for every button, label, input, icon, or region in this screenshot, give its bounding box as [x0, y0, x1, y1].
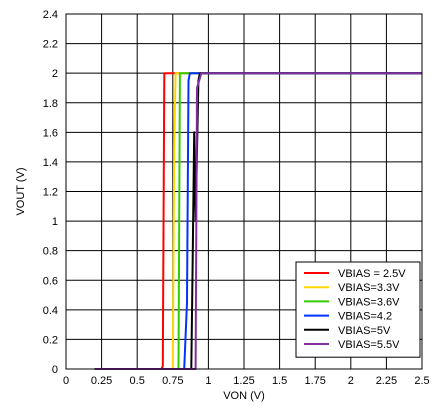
y-tick-label: 0.6: [43, 275, 58, 287]
y-tick-labels: 0 0.2 0.4 0.6 0.8 1 1.2 1.4 1.6 1.8 2 2.2 2.4: [43, 9, 58, 376]
y-tick-label: 1: [52, 216, 58, 228]
x-tick-label: 1.25: [233, 375, 254, 387]
y-tick-label: 1.2: [43, 187, 58, 199]
x-tick-label: 0.75: [162, 375, 183, 387]
legend-label: VBIAS=3.3V: [338, 282, 400, 294]
legend-label: VBIAS = 2.5V: [338, 268, 406, 280]
x-tick-label: 2.25: [376, 375, 397, 387]
legend-label: VBIAS=4.2: [338, 311, 392, 323]
y-tick-label: 1.4: [43, 157, 58, 169]
legend: VBIAS = 2.5V VBIAS=3.3V VBIAS=3.6V VBIAS=4.…: [295, 261, 421, 358]
x-tick-label: 0: [63, 375, 69, 387]
x-tick-label: 1.75: [304, 375, 325, 387]
y-tick-label: 2.2: [43, 39, 58, 51]
y-tick-label: 0: [52, 364, 58, 376]
x-tick-label: 2.5: [414, 375, 429, 387]
y-tick-label: 2: [52, 68, 58, 80]
legend-label: VBIAS=5V: [338, 325, 391, 337]
series-line-4: [94, 72, 422, 370]
y-tick-label: 1.8: [43, 98, 58, 110]
x-axis-title: VON (V): [223, 390, 265, 402]
y-tick-label: 0.4: [43, 305, 58, 317]
y-axis-title: VOUT (V): [15, 167, 27, 215]
y-tick-label: 1.6: [43, 127, 58, 139]
x-tick-label: 2: [348, 375, 354, 387]
x-tick-label: 0.25: [91, 375, 112, 387]
plot-frame: [65, 13, 423, 370]
x-tick-label: 1: [205, 375, 211, 387]
legend-label: VBIAS=3.6V: [338, 296, 400, 308]
legend-box: [295, 261, 421, 358]
x-tick-label: 0.5: [130, 375, 145, 387]
x-tick-labels: 0 0.25 0.5 0.75 1 1.25 1.5 1.75 2 2.25 2.5: [63, 375, 430, 387]
y-tick-label: 0.2: [43, 334, 58, 346]
legend-label: VBIAS=5.5V: [338, 339, 400, 351]
x-tick-label: 1.5: [272, 375, 287, 387]
y-tick-label: 0.8: [43, 246, 58, 258]
y-tick-label: 2.4: [43, 9, 58, 21]
